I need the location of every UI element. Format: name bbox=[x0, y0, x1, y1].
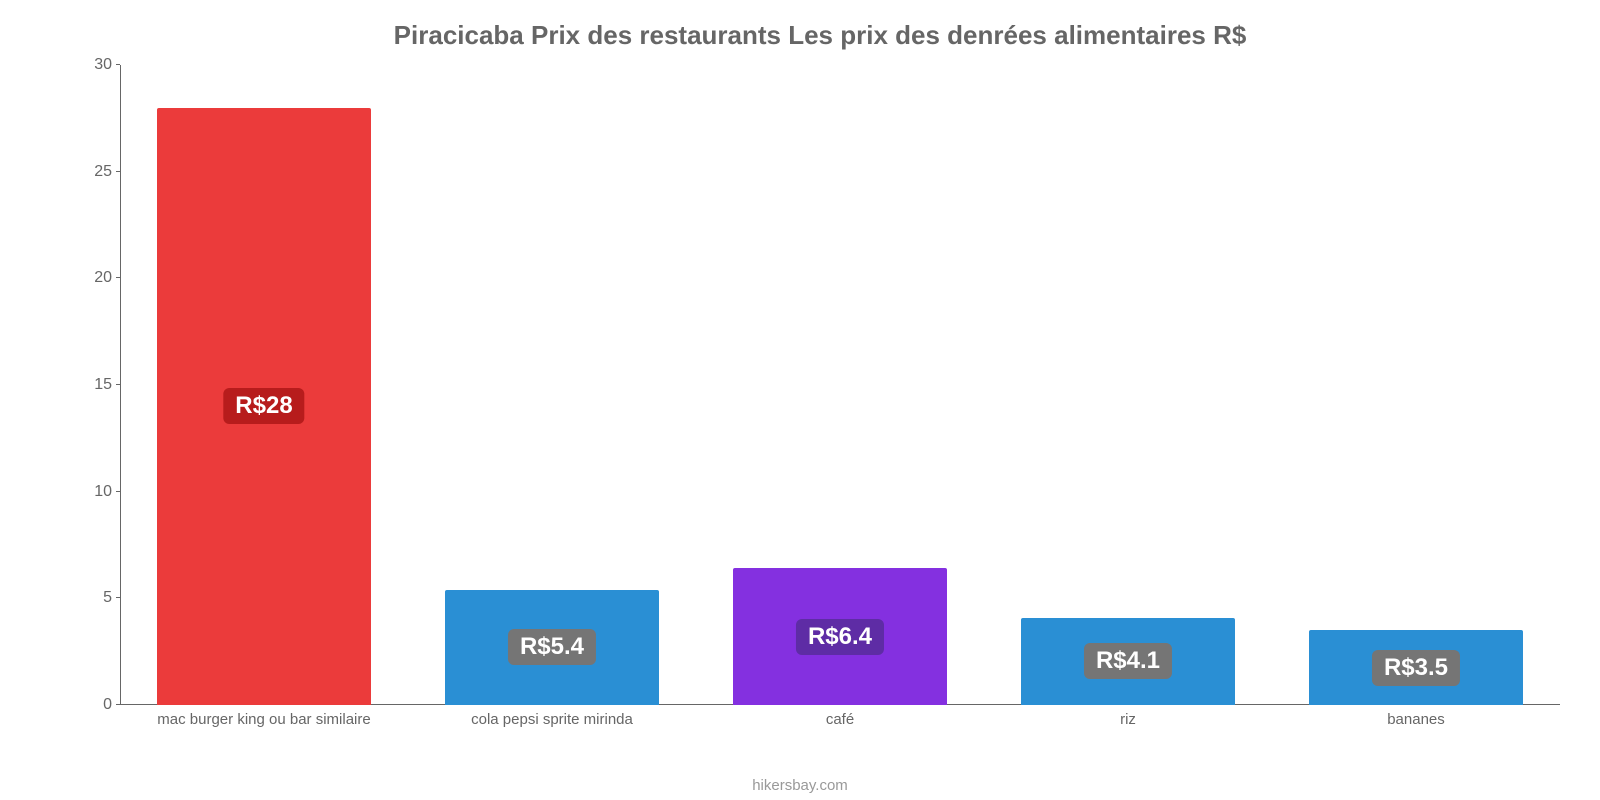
y-tick-label: 15 bbox=[94, 376, 112, 394]
x-label: cola pepsi sprite mirinda bbox=[408, 711, 696, 728]
y-tick-mark bbox=[116, 597, 120, 598]
bar-slot: R$28 bbox=[120, 65, 408, 705]
chart-title: Piracicaba Prix des restaurants Les prix… bbox=[80, 20, 1560, 51]
bar-riz: R$4.1 bbox=[1021, 618, 1234, 705]
value-badge: R$28 bbox=[223, 388, 304, 424]
price-bar-chart: Piracicaba Prix des restaurants Les prix… bbox=[0, 0, 1600, 800]
y-tick-label: 5 bbox=[103, 589, 112, 607]
bar-mac: R$28 bbox=[157, 108, 370, 705]
y-axis: 051015202530 bbox=[80, 65, 120, 705]
y-tick-mark bbox=[116, 704, 120, 705]
y-tick-label: 25 bbox=[94, 163, 112, 181]
value-badge: R$6.4 bbox=[796, 619, 884, 655]
x-label: riz bbox=[984, 711, 1272, 728]
y-tick-mark bbox=[116, 384, 120, 385]
bar-slot: R$5.4 bbox=[408, 65, 696, 705]
y-tick-mark bbox=[116, 277, 120, 278]
value-badge: R$4.1 bbox=[1084, 643, 1172, 679]
y-tick-label: 20 bbox=[94, 269, 112, 287]
x-label: café bbox=[696, 711, 984, 728]
bar-slot: R$4.1 bbox=[984, 65, 1272, 705]
y-tick-label: 0 bbox=[103, 696, 112, 714]
bar-slot: R$3.5 bbox=[1272, 65, 1560, 705]
y-tick-mark bbox=[116, 171, 120, 172]
y-tick-label: 10 bbox=[94, 483, 112, 501]
bar-bananes: R$3.5 bbox=[1309, 630, 1522, 705]
bar-slot: R$6.4 bbox=[696, 65, 984, 705]
x-axis-labels: mac burger king ou bar similaire cola pe… bbox=[120, 711, 1560, 728]
x-label: bananes bbox=[1272, 711, 1560, 728]
y-tick-mark bbox=[116, 491, 120, 492]
bar-cafe: R$6.4 bbox=[733, 568, 946, 705]
bars-container: R$28 R$5.4 R$6.4 R$4.1 R$3.5 bbox=[120, 65, 1560, 705]
credit-text: hikersbay.com bbox=[0, 777, 1600, 794]
bar-cola: R$5.4 bbox=[445, 590, 658, 705]
y-tick-label: 30 bbox=[94, 56, 112, 74]
y-tick-mark bbox=[116, 64, 120, 65]
plot-area: 051015202530 R$28 R$5.4 R$6.4 R$ bbox=[80, 65, 1560, 705]
x-label: mac burger king ou bar similaire bbox=[120, 711, 408, 728]
value-badge: R$5.4 bbox=[508, 629, 596, 665]
value-badge: R$3.5 bbox=[1372, 650, 1460, 686]
